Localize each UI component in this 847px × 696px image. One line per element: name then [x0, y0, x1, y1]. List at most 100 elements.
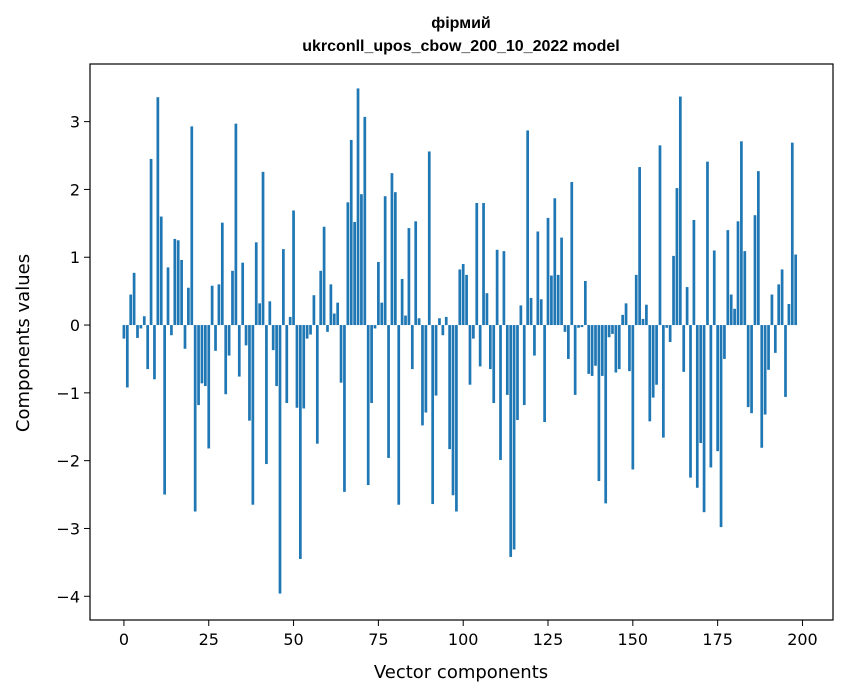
bar	[746, 325, 750, 408]
bar	[784, 325, 787, 397]
bar	[750, 325, 753, 414]
x-tick-label: 100	[448, 630, 479, 649]
bar	[760, 325, 764, 448]
x-tick-label: 125	[533, 630, 564, 649]
bar	[393, 192, 397, 326]
bar	[672, 255, 675, 326]
bar	[611, 325, 614, 334]
bar	[302, 325, 306, 409]
bar	[421, 325, 424, 426]
bar	[709, 325, 713, 468]
bar	[441, 325, 445, 336]
bar	[200, 325, 204, 384]
bar	[475, 203, 479, 326]
bar	[502, 251, 506, 326]
bar	[790, 142, 794, 326]
bar	[180, 259, 183, 326]
bar	[495, 249, 499, 326]
chart-title-line-1: фірмий	[431, 15, 491, 32]
bar	[770, 294, 774, 326]
x-axis-ticks: 0 25 50 75 100 125 150 175 200	[119, 620, 818, 649]
x-tick-label: 0	[119, 630, 129, 649]
bar	[641, 318, 645, 326]
bar	[282, 249, 285, 326]
y-tick-label: 2	[70, 180, 80, 199]
bar	[370, 325, 373, 404]
y-tick-label: −3	[56, 519, 80, 538]
bar	[220, 222, 224, 326]
bar	[689, 325, 692, 478]
bar	[560, 237, 563, 326]
bar	[292, 210, 295, 326]
y-tick-label: −1	[56, 384, 80, 403]
bar	[190, 126, 194, 326]
bar	[383, 196, 387, 326]
bar	[356, 88, 360, 326]
bar	[159, 216, 163, 326]
bar	[339, 325, 343, 383]
plot-area-frame	[89, 63, 834, 621]
bar	[210, 285, 214, 326]
bar	[634, 274, 638, 326]
bar	[628, 325, 631, 372]
bar	[197, 325, 200, 406]
bar	[170, 325, 173, 336]
bar	[346, 202, 350, 326]
bar	[777, 284, 781, 326]
bar	[125, 325, 129, 388]
bar	[163, 325, 166, 495]
bar	[444, 316, 448, 326]
bar	[597, 325, 601, 481]
bar	[624, 303, 628, 326]
bar	[740, 141, 743, 326]
x-tick-label: 200	[787, 630, 818, 649]
bar	[763, 325, 767, 415]
bar	[438, 318, 441, 326]
bar	[271, 325, 275, 351]
bar	[431, 325, 435, 505]
bar	[326, 325, 329, 332]
bar	[468, 325, 472, 385]
bar	[573, 325, 577, 395]
bar	[136, 325, 139, 338]
bar	[309, 325, 312, 335]
bar	[244, 325, 248, 346]
bar	[207, 325, 211, 449]
bar	[139, 325, 143, 329]
bar	[753, 215, 757, 326]
bar	[699, 325, 703, 444]
bar	[424, 325, 428, 413]
y-tick-label: 3	[70, 113, 80, 132]
bar	[458, 269, 462, 326]
bar	[329, 284, 333, 326]
bar	[757, 171, 760, 326]
bar	[397, 325, 401, 505]
bar	[465, 274, 468, 326]
bar	[702, 325, 706, 513]
x-tick-label: 50	[283, 630, 303, 649]
bar	[539, 299, 543, 326]
bar	[461, 264, 465, 326]
bar	[288, 316, 292, 326]
bar	[332, 313, 336, 326]
bar	[319, 270, 323, 326]
bar	[173, 238, 177, 326]
bar	[214, 325, 217, 351]
bar	[536, 231, 540, 326]
x-axis-label: Vector components	[374, 662, 548, 683]
x-tick-label: 150	[618, 630, 649, 649]
bar	[658, 145, 662, 326]
x-tick-label: 25	[199, 630, 219, 649]
bar	[353, 221, 356, 326]
bar	[478, 325, 482, 367]
bar	[315, 325, 319, 444]
bar	[600, 325, 604, 376]
bar	[692, 219, 696, 326]
bar	[716, 325, 720, 452]
bar	[665, 325, 669, 328]
bar	[488, 325, 492, 370]
x-tick-label: 175	[702, 630, 733, 649]
bar	[621, 314, 625, 326]
bar	[366, 325, 370, 486]
bar	[733, 308, 736, 326]
